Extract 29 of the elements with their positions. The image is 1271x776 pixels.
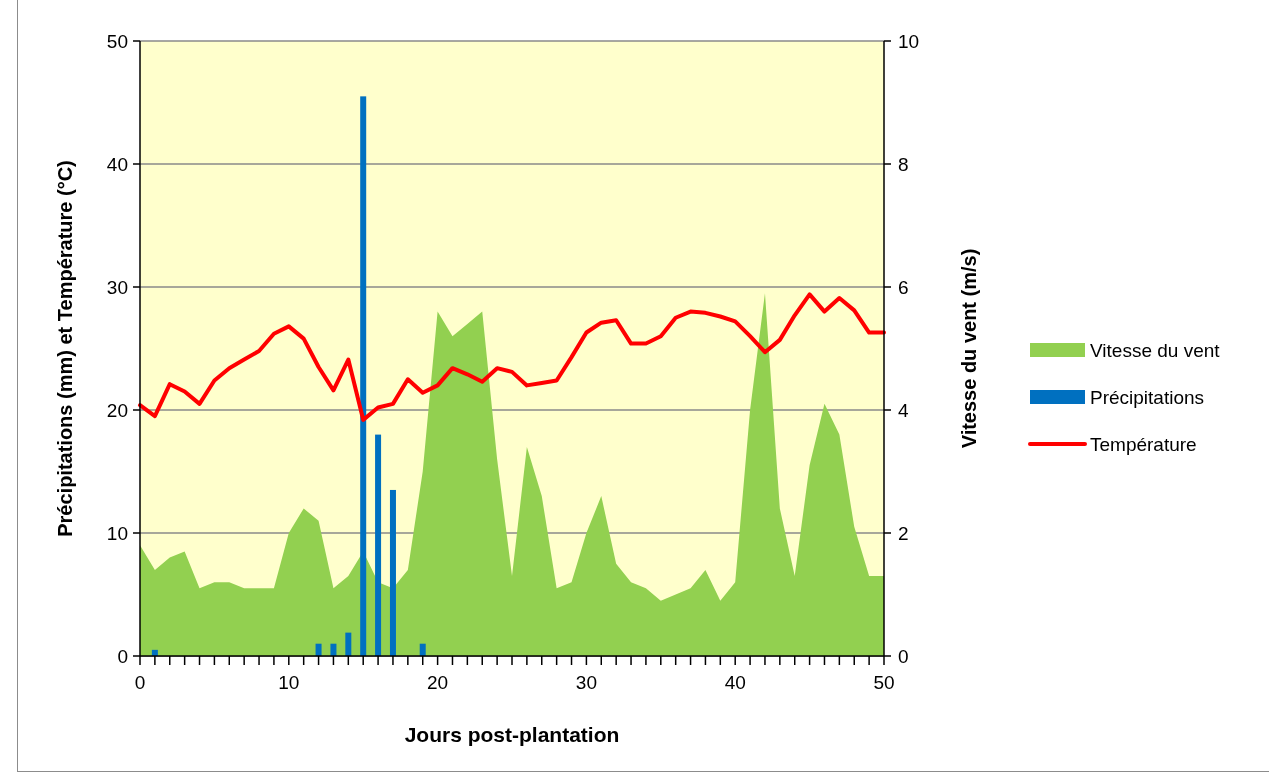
x-tick-label: 0 xyxy=(134,672,146,693)
y-tick-label: 50 xyxy=(106,30,128,52)
x-tick-label: 20 xyxy=(427,672,449,693)
bar xyxy=(360,96,367,656)
y-tick-label: 30 xyxy=(106,276,128,298)
x-tick-label: 50 xyxy=(873,672,895,693)
y2-tick-label: 6 xyxy=(898,276,909,298)
y2-tick-label: 4 xyxy=(898,399,909,421)
x-tick-label: 40 xyxy=(724,672,746,693)
x-tick-label: 10 xyxy=(278,672,300,693)
legend-label: Vitesse du vent xyxy=(1090,339,1221,361)
line-series xyxy=(138,292,886,422)
y-tick-label: 20 xyxy=(106,399,128,421)
legend-label: Température xyxy=(1090,433,1197,455)
y2-tick-label: 8 xyxy=(898,153,909,175)
y-tick-label: 0 xyxy=(117,645,128,667)
x-tick-label: 30 xyxy=(575,672,597,693)
y-tick-label: 40 xyxy=(106,153,128,175)
bar xyxy=(345,632,352,656)
bar xyxy=(389,489,396,656)
y2-tick-label: 2 xyxy=(898,522,909,544)
bar xyxy=(375,434,382,656)
y2-tick-label: 0 xyxy=(898,645,909,667)
legend-label: Précipitations xyxy=(1090,386,1205,408)
x-axis-title: Jours post-plantation xyxy=(404,723,620,746)
y2-tick-label: 10 xyxy=(898,30,920,52)
y-tick-label: 10 xyxy=(106,522,128,544)
y2-axis-title: Vitesse du vent (m/s) xyxy=(958,248,980,449)
y-axis-title: Précipitations (mm) et Température (°C) xyxy=(54,160,76,537)
